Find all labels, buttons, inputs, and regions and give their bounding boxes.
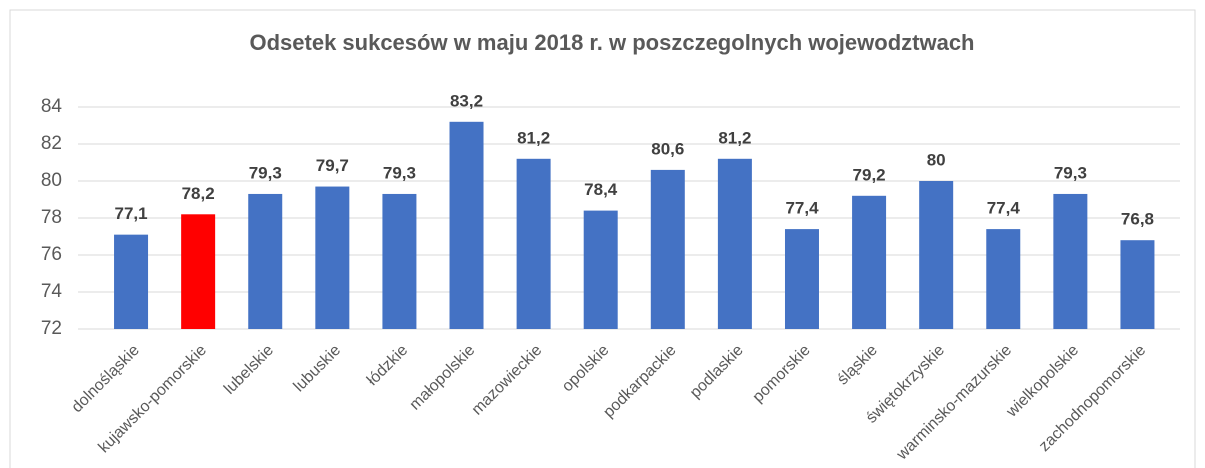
- bar: [650, 169, 685, 329]
- bar: [382, 193, 417, 329]
- value-label: 76,8: [1121, 210, 1154, 229]
- x-tick-label: pomorskie: [750, 342, 814, 406]
- x-tick-label: warminsko-mazurskie: [893, 342, 1015, 464]
- bar: [516, 158, 551, 329]
- x-tick-label: dolnośląskie: [69, 342, 143, 416]
- x-tick-label: małopolskie: [407, 342, 479, 414]
- value-label: 81,2: [718, 128, 751, 147]
- value-label: 80: [927, 150, 946, 169]
- x-tick-label: łódzkie: [364, 342, 411, 389]
- x-tick-label: mazowieckie: [469, 342, 546, 419]
- value-label: 81,2: [517, 128, 550, 147]
- bar: [1053, 193, 1088, 329]
- chart-frame: [9, 9, 1196, 468]
- bar: [919, 181, 954, 329]
- y-tick-label: 80: [41, 170, 62, 191]
- y-tick-label: 78: [41, 207, 62, 228]
- chart-title: Odsetek sukcesów w maju 2018 r. w poszcz…: [249, 30, 975, 55]
- bar: [852, 195, 887, 329]
- x-tick-label: śląskie: [834, 342, 881, 389]
- x-tick-label: lubelskie: [221, 342, 277, 398]
- value-label: 77,1: [115, 204, 148, 223]
- y-tick-label: 84: [41, 96, 63, 117]
- value-label: 79,3: [383, 163, 416, 182]
- bar: [1120, 240, 1155, 329]
- bar: [315, 186, 350, 329]
- bar: [248, 193, 283, 329]
- bar: [784, 229, 819, 329]
- value-label: 78,4: [584, 180, 618, 199]
- value-label: 79,7: [316, 156, 349, 175]
- bar: [717, 158, 752, 329]
- value-label: 79,3: [1054, 163, 1087, 182]
- bar: [986, 229, 1021, 329]
- x-tick-label: lubuskie: [291, 342, 345, 396]
- bar: [181, 214, 216, 329]
- value-label: 79,2: [853, 165, 886, 184]
- y-tick-label: 82: [41, 133, 62, 154]
- y-tick-label: 74: [41, 281, 63, 302]
- value-label: 80,6: [651, 139, 684, 158]
- y-tick-label: 72: [41, 318, 62, 339]
- value-label: 83,2: [450, 91, 483, 110]
- value-label: 78,2: [182, 184, 215, 203]
- value-label: 79,3: [249, 163, 282, 182]
- y-tick-label: 76: [41, 244, 62, 265]
- x-tick-label: podlaskie: [687, 342, 747, 402]
- bar: [114, 234, 149, 329]
- bar: [449, 121, 484, 329]
- x-tick-label: opolskie: [559, 342, 613, 396]
- value-label: 77,4: [987, 199, 1021, 218]
- bar: [583, 210, 618, 329]
- value-label: 77,4: [785, 199, 819, 218]
